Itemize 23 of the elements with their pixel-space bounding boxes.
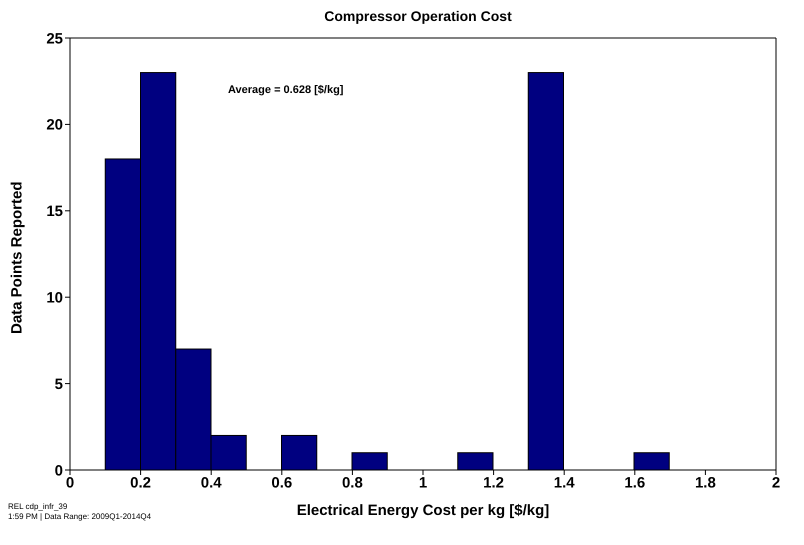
y-tick-label: 5 [54, 376, 63, 393]
x-tick-label: 0.8 [342, 474, 363, 492]
x-tick-label: 1.4 [554, 474, 576, 492]
annotation: Average = 0.628 [$/kg] [228, 84, 344, 96]
text: REL cdp_infr_39 [8, 502, 68, 511]
x-tick-label: 1.8 [694, 474, 716, 492]
x-tick-label: 1 [418, 474, 428, 492]
chart-title: Compressor Operation Cost [323, 8, 513, 26]
y-tick-label: 15 [46, 203, 63, 220]
y-tick-label: 0 [54, 462, 63, 480]
x-tick-label: 0.4 [200, 474, 222, 492]
y-tick-label: 25 [46, 30, 63, 48]
x-tick-label: 0.6 [271, 474, 292, 492]
text: 1:59 PM | Data Range: 2009Q1-2014Q4 [8, 512, 152, 521]
y-axis-title: Data Points Reported [8, 181, 26, 334]
y-tick-label: 20 [46, 116, 63, 134]
x-tick-label: 1.2 [483, 474, 504, 492]
y-tick-label: 10 [46, 290, 63, 307]
x-tick-label: 1.6 [624, 474, 646, 492]
x-tick-label: 2 [772, 474, 780, 492]
x-tick-label: 0.2 [130, 474, 152, 492]
x-tick-label: 0 [66, 474, 74, 492]
x-axis-title: Electrical Energy Cost per kg [$/kg] [296, 502, 550, 519]
